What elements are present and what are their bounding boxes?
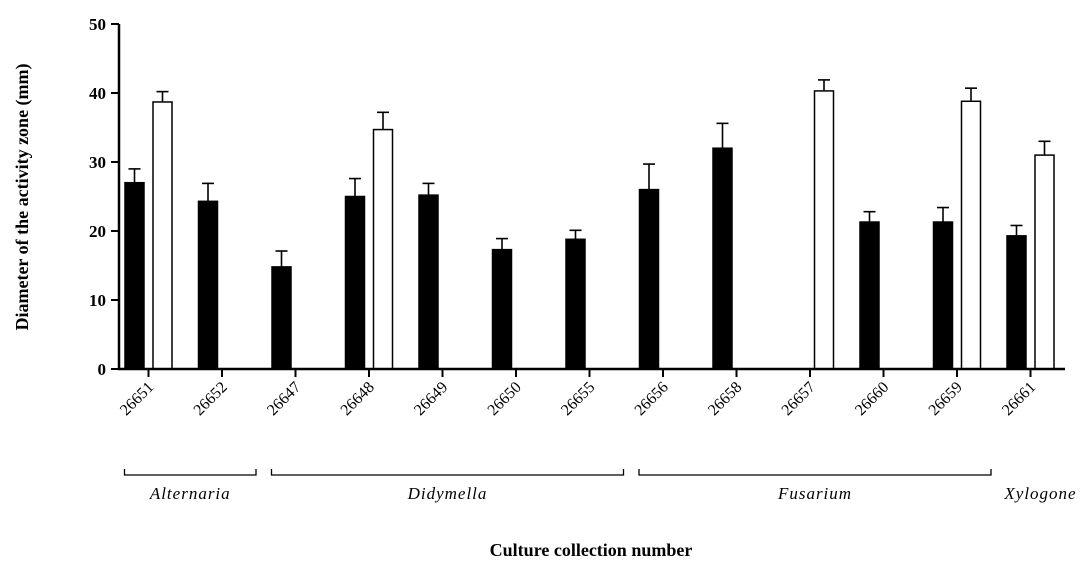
- x-tick-label-26659: 26659: [926, 379, 966, 419]
- x-tick-label-26650: 26650: [485, 379, 525, 419]
- group-label-xylogone: Xylogone: [1003, 484, 1076, 503]
- bar-26657-series-2: [813, 90, 835, 370]
- x-tick-label-26658: 26658: [705, 379, 745, 419]
- bar-26652-series-1: [197, 200, 219, 370]
- x-ticks: 26651 26652 26647 26648 26649 26650 26655 26656…: [117, 369, 1039, 419]
- bar-26651-series-2: [152, 101, 173, 370]
- bar-26651-series-1: [124, 181, 145, 370]
- bar-26660-series-1: [859, 221, 880, 370]
- bar-26659-series-2: [960, 100, 982, 370]
- x-tick-label-26657: 26657: [779, 379, 819, 419]
- genus-groups: Alternaria Didymella Fusarium Xylogone: [123, 469, 1076, 503]
- bar-26661-series-1: [1006, 235, 1027, 370]
- group-label-fusarium: Fusarium: [777, 484, 852, 503]
- group-label-alternaria: Alternaria: [149, 484, 231, 503]
- bar-26659-series-1: [932, 221, 954, 370]
- bar-26649-series-1: [418, 194, 439, 370]
- y-tick-label-50: 50: [89, 15, 106, 34]
- bar-26655-series-1: [565, 238, 586, 370]
- y-tick-label-0: 0: [98, 360, 107, 379]
- y-tick-label-30: 30: [89, 153, 106, 172]
- x-tick-label-26655: 26655: [558, 379, 598, 419]
- bar-26650-series-1: [491, 248, 513, 370]
- x-tick-label-26651: 26651: [117, 379, 157, 419]
- y-tick-label-20: 20: [89, 222, 106, 241]
- bar-26656-series-1: [638, 188, 660, 370]
- bar-26647-series-1: [271, 266, 292, 370]
- group-bracket-alternaria: [123, 469, 257, 476]
- y-axis-title: Diameter of the activity zone (mm): [12, 63, 33, 330]
- x-tick-label-26661: 26661: [999, 379, 1039, 419]
- group-label-didymella: Didymella: [407, 484, 488, 503]
- group-bracket-fusarium: [638, 469, 992, 476]
- y-ticks: 0 10 20 30 40 50: [89, 15, 119, 379]
- x-tick-label-26649: 26649: [411, 379, 451, 419]
- bar-26648-series-1: [344, 195, 366, 370]
- bars-layer: [124, 90, 1055, 370]
- x-tick-label-26656: 26656: [632, 379, 672, 419]
- x-tick-label-26660: 26660: [852, 379, 892, 419]
- y-tick-label-10: 10: [89, 291, 106, 310]
- bar-26658-series-1: [712, 147, 733, 370]
- x-tick-label-26647: 26647: [264, 379, 304, 419]
- bar-26661-series-2: [1034, 154, 1055, 370]
- y-tick-label-40: 40: [89, 84, 106, 103]
- x-tick-label-26648: 26648: [338, 379, 378, 419]
- bar-26648-series-2: [372, 128, 394, 370]
- x-tick-label-26652: 26652: [191, 379, 231, 419]
- x-axis-title: Culture collection number: [490, 540, 693, 560]
- group-bracket-didymella: [270, 469, 625, 476]
- axes-layer: [117, 24, 1065, 371]
- error-bars-layer: [128, 79, 1051, 267]
